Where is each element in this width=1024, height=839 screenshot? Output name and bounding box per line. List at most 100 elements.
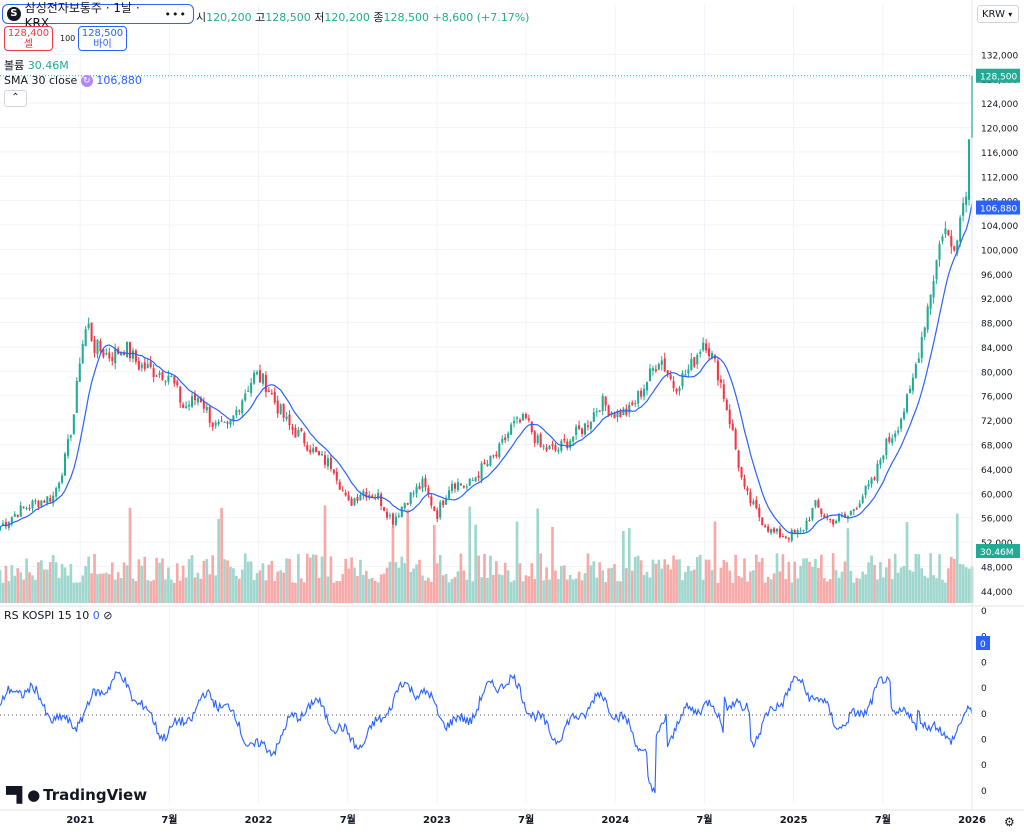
volume-bar xyxy=(607,568,610,603)
price-tick-label: 60,000 xyxy=(981,490,1013,500)
volume-bar xyxy=(347,568,350,603)
volume-bar xyxy=(926,577,930,603)
candle-body xyxy=(294,427,297,438)
candle-body xyxy=(838,515,841,522)
candle-body xyxy=(690,359,693,371)
candle-body xyxy=(840,515,844,517)
candle-body xyxy=(802,530,805,532)
refresh-icon[interactable]: ↻ xyxy=(80,75,93,87)
candle-body xyxy=(749,491,752,504)
volume-bar xyxy=(81,575,85,603)
candle-body xyxy=(687,369,690,374)
candle-body xyxy=(13,514,16,517)
candle-body xyxy=(843,514,846,518)
candle-body xyxy=(675,388,678,392)
volume-legend[interactable]: 볼륨 30.46M xyxy=(4,57,69,73)
candle-body xyxy=(894,433,897,438)
candle-body xyxy=(1,523,4,526)
volume-bar xyxy=(666,564,670,603)
volume-bar xyxy=(781,554,785,603)
volume-bar xyxy=(102,573,105,603)
price-tick-label: 68,000 xyxy=(981,442,1013,452)
volume-bar xyxy=(740,577,743,603)
symbol-selector[interactable]: S 삼성전자보통주 · 1날 · KRX ••• xyxy=(2,1,194,30)
volume-bar xyxy=(955,513,959,603)
candle-body xyxy=(660,360,663,365)
volume-bar xyxy=(199,578,203,603)
candle-body xyxy=(258,370,262,383)
candle-body xyxy=(669,374,672,379)
volume-bar xyxy=(840,571,844,603)
candle-body xyxy=(678,387,681,392)
volume-bar xyxy=(302,582,306,603)
candle-body xyxy=(731,423,734,431)
volume-bar xyxy=(964,567,968,603)
volume-bar xyxy=(870,555,873,603)
volume-bar xyxy=(202,560,206,603)
volume-bar xyxy=(421,575,424,603)
volume-bar xyxy=(243,553,247,603)
tradingview-logo[interactable]: ▀▌● TradingView xyxy=(6,786,147,804)
candle-body xyxy=(483,462,486,465)
volume-bar xyxy=(651,559,655,603)
more-dots-icon[interactable]: ••• xyxy=(164,7,187,21)
volume-bar xyxy=(648,577,652,603)
candle-body xyxy=(93,339,96,353)
candle-body xyxy=(353,498,356,505)
volume-bar xyxy=(645,571,649,603)
volume-bar xyxy=(636,555,640,603)
volume-bar xyxy=(486,577,489,603)
volume-bar xyxy=(143,556,147,603)
buy-button[interactable]: 128,500 바이 xyxy=(78,26,127,51)
volume-bar xyxy=(669,569,672,603)
price-tick-label: 64,000 xyxy=(981,466,1013,476)
candle-body xyxy=(409,492,412,504)
candle-body xyxy=(114,348,117,364)
candle-body xyxy=(128,342,132,359)
volume-legend-value: 30.46M xyxy=(27,59,69,72)
time-tick-label: 2025 xyxy=(780,815,808,826)
candle-body xyxy=(542,445,545,448)
volume-bar xyxy=(949,556,953,603)
settings-gear-icon[interactable]: ⚙ xyxy=(1004,815,1015,829)
volume-bar xyxy=(205,559,209,603)
volume-bar xyxy=(843,561,847,603)
volume-bar xyxy=(359,559,362,603)
volume-bar xyxy=(344,558,347,603)
candle-body xyxy=(131,350,134,359)
candle-body xyxy=(767,526,770,532)
candle-body xyxy=(637,390,640,404)
volume-bar xyxy=(503,562,507,603)
volume-bar xyxy=(562,565,566,603)
candle-body xyxy=(613,412,616,419)
volume-bar xyxy=(828,579,832,603)
sma-legend[interactable]: SMA 30 close ↻ 106,880 xyxy=(4,74,142,87)
volume-bar xyxy=(716,582,720,603)
candle-body xyxy=(885,438,888,456)
rs-legend[interactable]: RS KOSPI 15 10 0 ⊘ xyxy=(4,609,112,622)
order-quantity[interactable]: 100 xyxy=(60,34,76,43)
candle-body xyxy=(799,530,802,532)
volume-bar xyxy=(778,571,782,603)
volume-bar xyxy=(701,579,705,603)
collapse-legend-button[interactable]: ⌃ xyxy=(4,90,27,107)
volume-bar xyxy=(769,579,773,603)
volume-bar xyxy=(128,507,132,603)
sell-button[interactable]: 128,400 셀 xyxy=(4,26,53,51)
volume-bar xyxy=(601,570,605,603)
chevron-up-icon: ⌃ xyxy=(11,92,20,103)
hidden-eye-slash-icon[interactable]: ⊘ xyxy=(103,609,113,622)
volume-bar xyxy=(565,579,569,603)
candle-body xyxy=(134,350,137,362)
candle-body xyxy=(640,390,643,397)
volume-bar xyxy=(288,558,291,603)
volume-bar xyxy=(509,582,513,603)
currency-selector[interactable]: KRW ▾ xyxy=(977,5,1019,23)
volume-bar xyxy=(899,567,903,603)
volume-bar xyxy=(707,559,711,603)
volume-bar xyxy=(0,570,2,603)
volume-bar xyxy=(799,565,802,603)
volume-bar xyxy=(802,558,805,603)
